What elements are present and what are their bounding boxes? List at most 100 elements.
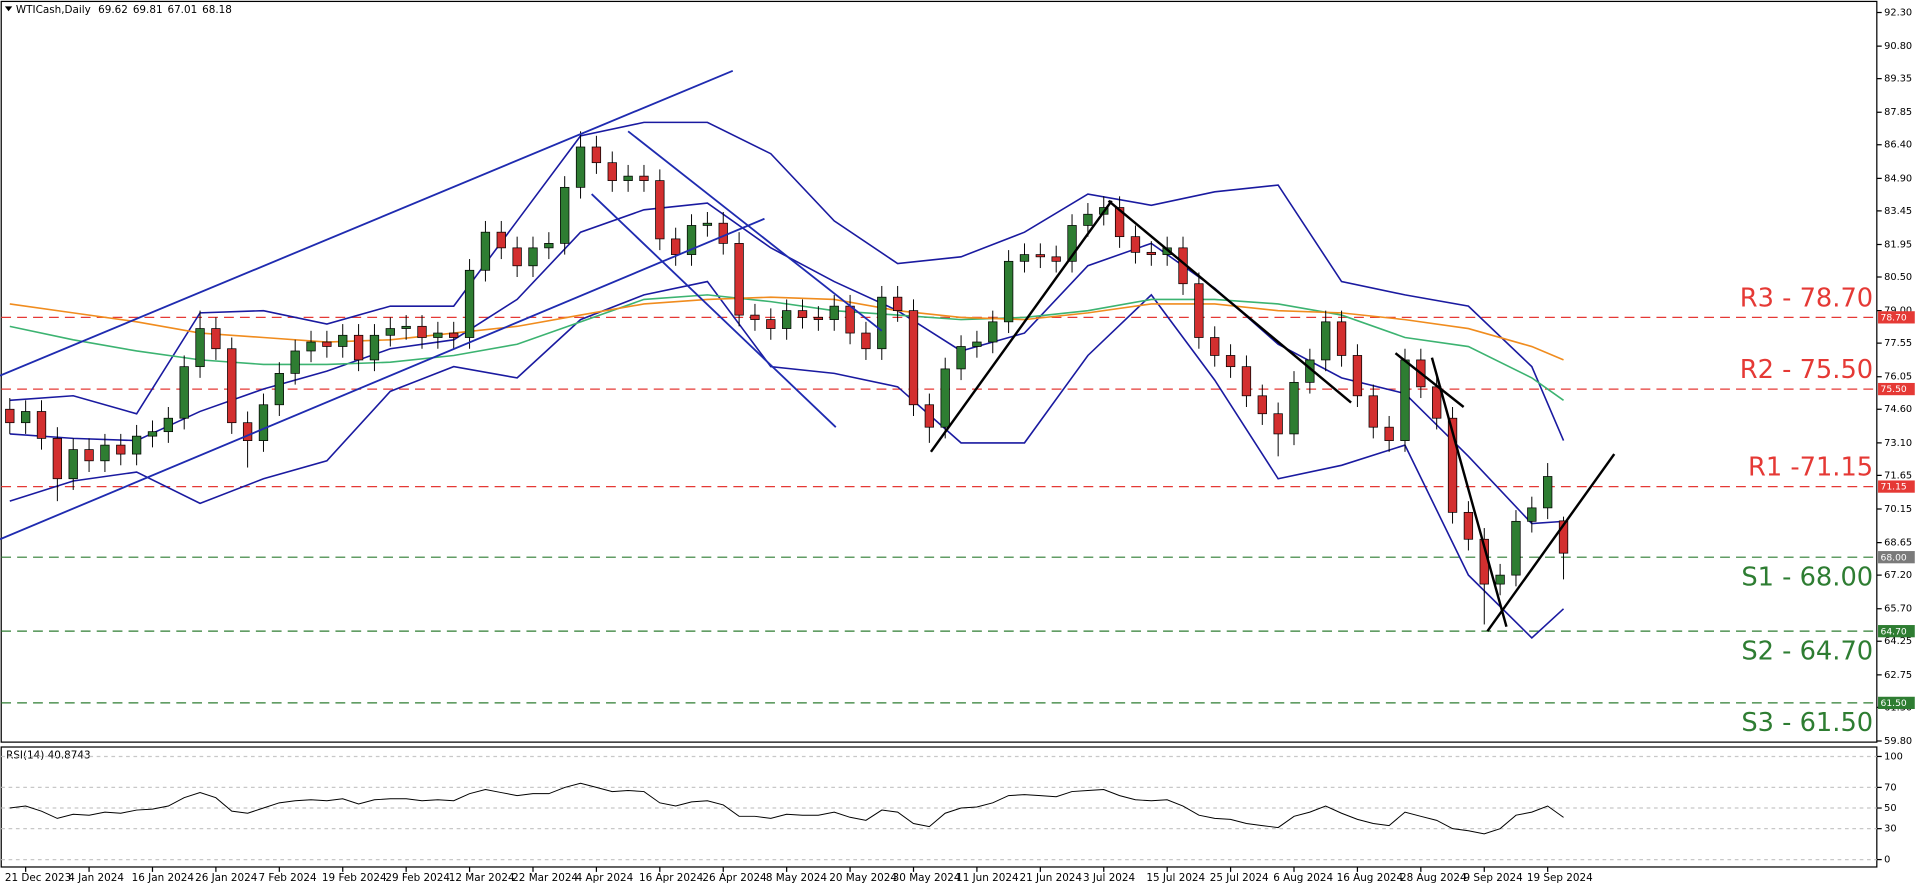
level-label: S2 - 64.70 bbox=[1741, 636, 1873, 666]
x-tick-label: 15 Jul 2024 bbox=[1146, 872, 1205, 884]
x-tick-label: 21 Dec 2023 bbox=[5, 872, 71, 884]
trendline bbox=[591, 193, 837, 428]
x-tick-label: 16 Aug 2024 bbox=[1337, 872, 1404, 884]
x-tick-label: 16 Jan 2024 bbox=[132, 872, 195, 884]
y-tick-label: 89.35 bbox=[1884, 74, 1912, 85]
y-tick-label: 70.15 bbox=[1884, 504, 1912, 515]
x-tick-label: 16 Apr 2024 bbox=[639, 872, 704, 884]
candle-body bbox=[655, 180, 665, 240]
x-tick-label: 4 Jan 2024 bbox=[68, 872, 124, 884]
price-marker bbox=[1878, 696, 1915, 710]
candle-body bbox=[1368, 395, 1378, 428]
indicator-line bbox=[9, 280, 1565, 640]
indicator-line bbox=[9, 202, 1564, 525]
candle-body bbox=[1273, 413, 1283, 435]
last-low: 67.01 bbox=[167, 4, 197, 16]
candle-body bbox=[512, 247, 522, 267]
x-tick-label: 25 Jul 2024 bbox=[1210, 872, 1269, 884]
candle-body bbox=[639, 175, 649, 181]
panes bbox=[0, 0, 1878, 868]
price-marker bbox=[1878, 551, 1915, 564]
price-marker-label: 75.50 bbox=[1880, 384, 1906, 395]
candle-body bbox=[258, 404, 269, 442]
candle-body bbox=[116, 444, 126, 455]
candle-body bbox=[1051, 256, 1061, 262]
x-tick-label: 26 Apr 2024 bbox=[702, 872, 767, 884]
candle-body bbox=[131, 435, 142, 455]
last-high: 69.81 bbox=[133, 4, 163, 16]
x-tick-label: 8 May 2024 bbox=[766, 872, 828, 884]
candle-body bbox=[892, 296, 903, 311]
candle-body bbox=[1384, 426, 1394, 442]
candle-body bbox=[84, 449, 94, 462]
trendline bbox=[1430, 357, 1508, 628]
y-tick-label: 80.50 bbox=[1884, 272, 1912, 283]
y-tick-label: 30 bbox=[1884, 824, 1896, 835]
level-label: R1 -71.15 bbox=[1748, 453, 1873, 483]
candle-body bbox=[908, 310, 919, 406]
y-tick-label: 50 bbox=[1884, 803, 1896, 814]
y-tick-label: 79.00 bbox=[1884, 306, 1912, 317]
candle-body bbox=[1558, 520, 1569, 554]
candle-body bbox=[68, 449, 78, 480]
candle-body bbox=[369, 334, 380, 361]
candle-body bbox=[1511, 520, 1521, 576]
y-tick-label: 81.95 bbox=[1884, 240, 1912, 251]
candle-body bbox=[845, 305, 855, 334]
candle-body bbox=[338, 334, 348, 347]
level-label: S1 - 68.00 bbox=[1741, 563, 1873, 593]
candle-body bbox=[211, 328, 221, 350]
x-tick-label: 29 Feb 2024 bbox=[385, 872, 450, 884]
price-marker-label: 78.70 bbox=[1880, 312, 1906, 323]
level-label: R2 - 75.50 bbox=[1740, 355, 1873, 385]
candle-body bbox=[813, 316, 824, 320]
y-tick-label: 68.65 bbox=[1884, 538, 1912, 549]
candle-body bbox=[195, 328, 205, 368]
price-marker-label: 68.00 bbox=[1880, 552, 1906, 563]
candle-body bbox=[480, 231, 491, 271]
candle-body bbox=[560, 186, 570, 244]
candle-body bbox=[1019, 254, 1030, 262]
candle-body bbox=[528, 247, 538, 267]
candle-body bbox=[988, 321, 998, 343]
candle-body bbox=[242, 422, 253, 442]
candle-body bbox=[1146, 251, 1156, 255]
price-marker-label: 61.50 bbox=[1880, 698, 1906, 709]
candle-body bbox=[290, 350, 300, 374]
candle-body bbox=[5, 408, 15, 424]
level-label: S3 - 61.50 bbox=[1741, 708, 1873, 738]
price-marker bbox=[1878, 480, 1915, 493]
candle-body bbox=[607, 162, 617, 181]
x-tick-label: 9 Sep 2024 bbox=[1463, 872, 1523, 884]
candle-body bbox=[924, 404, 935, 428]
y-tick-label: 71.65 bbox=[1884, 470, 1912, 481]
candle-body bbox=[1114, 207, 1125, 238]
candle-body bbox=[575, 146, 586, 188]
trendline bbox=[0, 217, 765, 541]
candle-body bbox=[163, 417, 173, 433]
candle-body bbox=[956, 346, 966, 370]
candle-body bbox=[1225, 355, 1236, 368]
indicator-line bbox=[9, 296, 1564, 361]
y-tick-label: 77.55 bbox=[1884, 338, 1912, 349]
y-tick-label: 74.60 bbox=[1884, 404, 1912, 415]
symbol-title: WTICash,Daily bbox=[16, 4, 91, 16]
candle-body bbox=[1083, 213, 1093, 226]
candle-body bbox=[147, 431, 158, 437]
price-marker-label: 71.15 bbox=[1880, 482, 1906, 493]
candle-body bbox=[353, 334, 364, 361]
candle-body bbox=[1210, 337, 1220, 356]
candle-body bbox=[385, 328, 395, 336]
candle-body bbox=[718, 222, 728, 244]
candle-body bbox=[20, 411, 31, 424]
candle-body bbox=[306, 341, 316, 352]
rsi-line bbox=[9, 782, 1564, 835]
candle-body bbox=[100, 444, 110, 462]
candle-body bbox=[417, 325, 427, 338]
x-tick-label: 19 Sep 2024 bbox=[1527, 872, 1593, 884]
candle-body bbox=[750, 314, 760, 320]
x-tick-label: 21 Jun 2024 bbox=[1020, 872, 1083, 884]
